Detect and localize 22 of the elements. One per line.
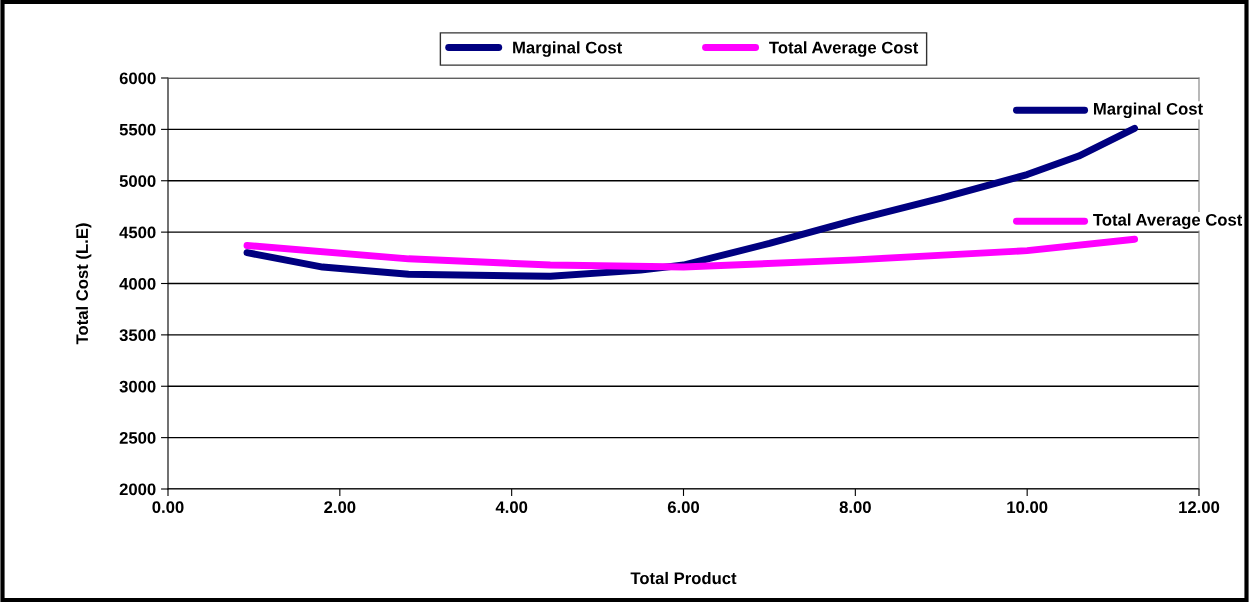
y-tick-label: 6000: [119, 72, 156, 85]
annotation: Marginal Cost: [1094, 102, 1203, 119]
y-tick-label: 4500: [119, 226, 156, 239]
annotation: Total Average Cost: [1093, 213, 1243, 230]
y-tick-label: 5500: [119, 123, 156, 136]
x-tick-label: 10.00: [1007, 501, 1048, 514]
x-tick-label: 6.00: [667, 501, 700, 514]
y-tick-label: 3500: [119, 329, 156, 342]
y-tick-label: 2000: [119, 483, 156, 496]
x-axis-title: Total Product: [630, 571, 737, 585]
x-tick-label: 4.00: [495, 501, 528, 514]
y-axis-title: Total Cost (L.E): [75, 223, 92, 345]
y-tick-label: 3000: [119, 380, 156, 393]
x-tick-label: 12.00: [1179, 501, 1220, 514]
x-tick-label: 2.00: [324, 501, 356, 514]
legend-label: Total Average Cost: [769, 41, 919, 57]
y-tick-label: 2500: [119, 432, 156, 444]
y-tick-label: 5000: [119, 175, 156, 187]
x-tick-label: 8.00: [839, 501, 871, 514]
x-tick-label: 0.00: [152, 501, 184, 514]
y-tick-label: 4000: [119, 277, 156, 290]
legend-label: Marginal Cost: [513, 41, 623, 57]
